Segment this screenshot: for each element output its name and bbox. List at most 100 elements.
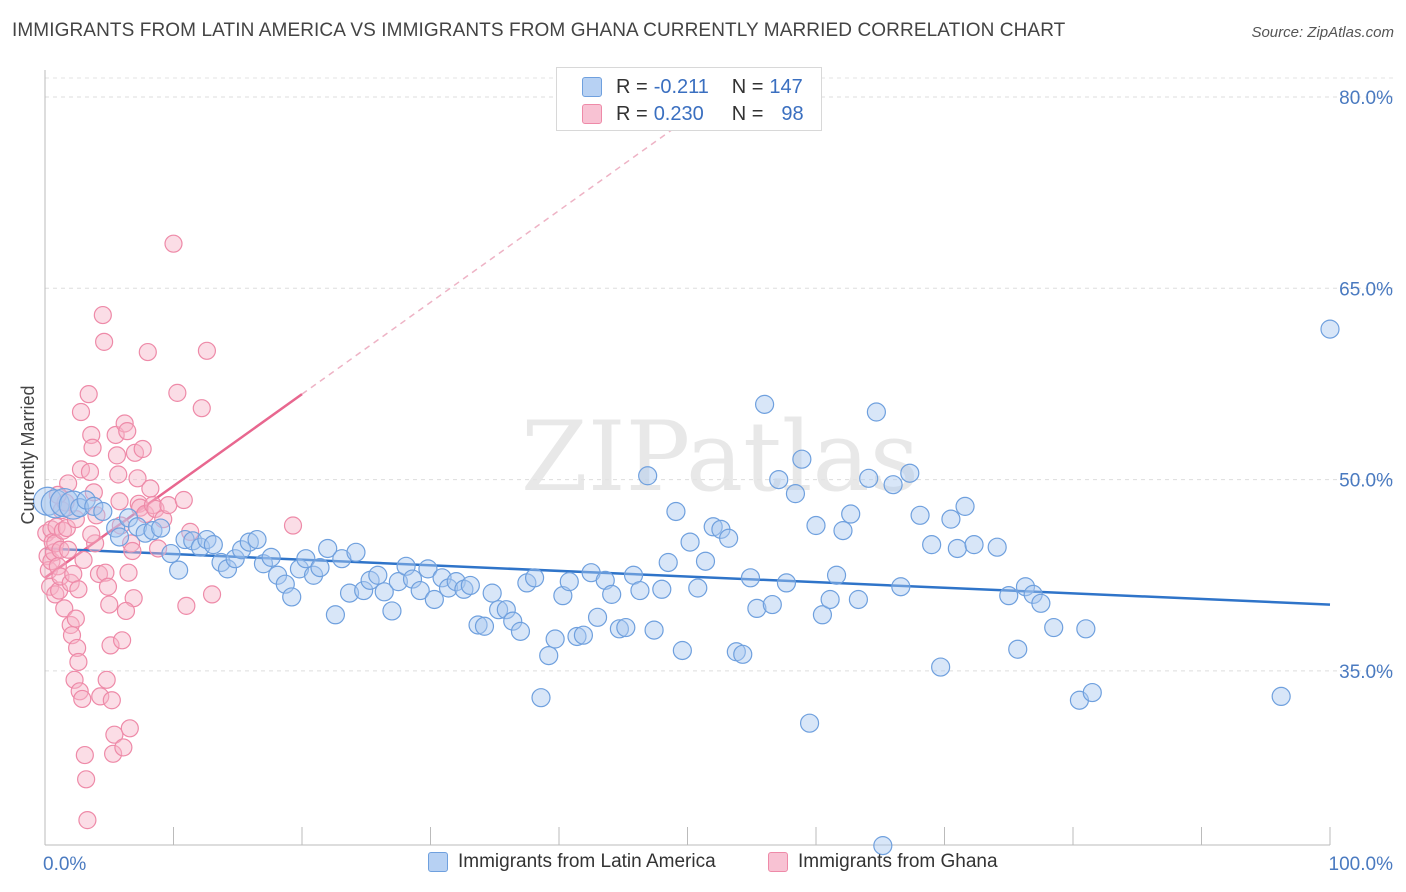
ghana-point [118, 422, 137, 441]
latin-america-point [848, 589, 869, 610]
ghana-point [202, 585, 222, 604]
latin-america-point [1008, 639, 1028, 659]
legend-n-value: 98 [781, 102, 804, 125]
latin-america-point [418, 559, 438, 579]
latin-america-point [388, 572, 408, 592]
latin-america-point [987, 537, 1007, 557]
latin-america-point [644, 620, 664, 640]
latin-america-point [866, 402, 886, 422]
latin-america-point [680, 532, 700, 552]
latin-america-point [754, 394, 775, 414]
bottom-legend-swatch-blue [428, 852, 448, 872]
ghana-point [100, 595, 119, 614]
legend-n-label: N = [731, 102, 764, 125]
latin-america-point [318, 538, 338, 559]
latin-america-point [1320, 319, 1340, 339]
latin-america-point [688, 578, 708, 598]
latin-america-point [175, 529, 195, 550]
chart-title: IMMIGRANTS FROM LATIN AMERICA VS IMMIGRA… [12, 20, 1066, 41]
latin-america-point [931, 657, 951, 677]
latin-america-point [410, 580, 430, 601]
latin-america-point [310, 557, 330, 578]
latin-america-point [910, 505, 930, 525]
latin-america-point [531, 688, 551, 708]
legend-swatch-pink [582, 104, 602, 124]
ghana-point [197, 341, 217, 360]
ghana-point [133, 439, 152, 459]
ghana-point [55, 599, 74, 618]
x-tick-label: 0.0% [43, 854, 86, 875]
latin-america-point [941, 509, 961, 529]
latin-america-point [382, 601, 402, 621]
latin-america-point [203, 535, 223, 555]
latin-america-point [183, 531, 203, 551]
bottom-legend-label-ghana: Immigrants from Ghana [798, 851, 998, 872]
latin-america-point [468, 615, 488, 635]
legend-n-value: 147 [769, 75, 803, 98]
latin-america-point [261, 547, 281, 567]
latin-america-point [524, 568, 545, 588]
latin-america-point [217, 559, 238, 579]
latin-america-point [346, 542, 366, 562]
latin-america-point [616, 617, 636, 638]
ghana-point [141, 479, 160, 498]
ghana-point [80, 462, 100, 482]
legend-row-ghana: R = 0.230 N = 98 [557, 101, 804, 127]
latin-america-point [820, 589, 840, 610]
latin-america-point [762, 594, 782, 615]
source-credit: Source: ZipAtlas.com [1251, 24, 1394, 41]
latin-america-point [609, 619, 629, 639]
latin-america-point [630, 580, 650, 601]
latin-america-point [922, 535, 942, 555]
legend-r-label: R = [616, 75, 648, 98]
latin-america-point [826, 565, 847, 585]
ghana-point [116, 601, 136, 621]
latin-america-point [1031, 593, 1051, 613]
ghana-point [174, 490, 193, 510]
ghana-point [79, 385, 98, 404]
latin-america-point [1015, 577, 1036, 597]
latin-america-point [482, 583, 502, 603]
correlation-legend: R = -0.211 N = 147 R = 0.230 N = 98 [556, 67, 822, 131]
x-tick-label: 100.0% [1329, 854, 1394, 875]
latin-america-point [573, 625, 594, 645]
ghana-point [95, 332, 114, 351]
watermark: ZIPatlas [521, 401, 919, 513]
legend-n-label: N = [731, 75, 764, 98]
latin-america-point [964, 535, 984, 555]
latin-america-point [1082, 682, 1102, 703]
ghana-point [112, 631, 132, 650]
latin-america-point [325, 605, 346, 625]
legend-r-label: R = [616, 102, 648, 125]
ghana-point [93, 305, 112, 325]
ghana-point [123, 541, 142, 561]
latin-america-point [496, 600, 516, 620]
y-tick-label: 35.0% [1339, 662, 1393, 683]
latin-america-point [161, 543, 181, 564]
ghana-point [82, 525, 101, 544]
ghana-point [86, 534, 105, 553]
latin-america-point [955, 496, 975, 516]
ghana-trend-extension [301, 118, 688, 395]
ghana-point [83, 438, 102, 457]
latin-america-point [806, 515, 826, 536]
ghana-point [96, 563, 115, 582]
latin-america-point [873, 836, 893, 856]
latin-america-point [567, 626, 587, 647]
latin-america-point [999, 586, 1019, 606]
latin-america-point [135, 523, 155, 543]
ghana-point [68, 638, 87, 658]
latin-america-point [703, 517, 723, 537]
bottom-legend-ghana: Immigrants from Ghana [768, 851, 998, 873]
latin-america-point [503, 611, 523, 631]
latin-america-point [553, 586, 573, 606]
latin-america-point [232, 540, 252, 560]
latin-america-point [432, 568, 452, 588]
latin-america-point [127, 517, 148, 537]
ghana-point [75, 745, 94, 765]
gridlines [45, 77, 1395, 672]
ghana-point [71, 402, 91, 422]
series-latin-america-points [32, 319, 1340, 856]
latin-america-point [740, 568, 761, 588]
ghana-point [109, 465, 128, 484]
